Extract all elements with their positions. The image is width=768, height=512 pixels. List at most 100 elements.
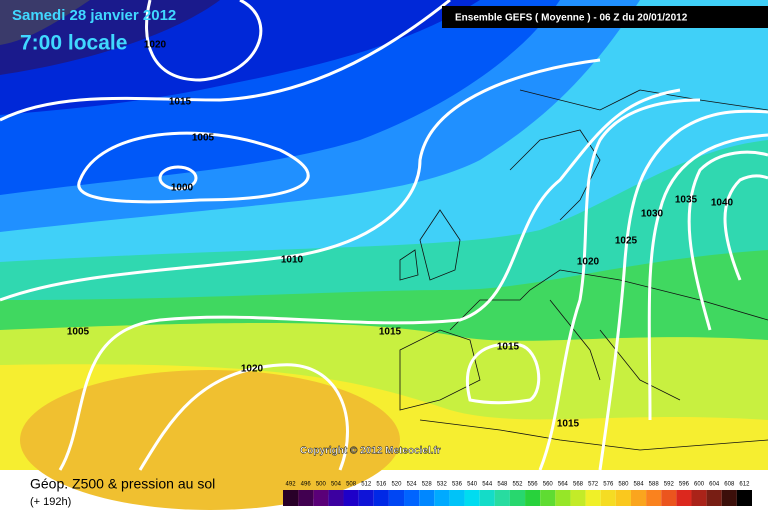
legend-label: 524 — [407, 482, 418, 488]
legend-swatch — [404, 490, 420, 506]
isobar — [465, 342, 541, 405]
legend-swatch — [479, 490, 495, 506]
isobar-label: 1010 — [281, 255, 304, 266]
isobar-label: 1020 — [241, 364, 264, 375]
legend-label: 492 — [286, 482, 297, 488]
legend-label: 500 — [316, 482, 327, 488]
isobar-label: 1015 — [557, 419, 580, 430]
legend-label: 564 — [558, 482, 569, 488]
time: 7:00 locale — [20, 32, 127, 55]
isobar-label: 1015 — [379, 327, 402, 338]
legend-swatch — [630, 490, 647, 506]
isobar — [0, 0, 451, 122]
legend-swatch — [691, 490, 707, 506]
isobar — [687, 150, 768, 331]
legend-label: 560 — [543, 482, 554, 488]
legend-label: 568 — [573, 482, 584, 488]
legend-label: 536 — [452, 482, 463, 488]
legend-label: 504 — [331, 482, 342, 488]
legend-label: 544 — [482, 482, 493, 488]
legend-swatch — [298, 490, 314, 506]
legend-swatch — [555, 490, 571, 506]
legend-label: 508 — [346, 482, 357, 488]
legend-swatch — [373, 490, 389, 506]
isobar-label: 1035 — [675, 195, 698, 206]
legend-swatch — [343, 490, 359, 506]
legend-label: 580 — [618, 482, 629, 488]
model-info: Ensemble GEFS ( Moyenne ) - 06 Z du 20/0… — [455, 13, 688, 24]
header-box — [442, 6, 768, 28]
legend-label: 588 — [649, 482, 660, 488]
legend-swatch — [283, 490, 299, 506]
legend-label: 608 — [724, 482, 735, 488]
isobar — [0, 58, 601, 302]
isobars — [0, 0, 768, 471]
legend-swatch — [585, 490, 601, 506]
legend-label: 596 — [679, 482, 690, 488]
isobar-label: 1000 — [171, 183, 194, 194]
legend-label: 572 — [588, 482, 599, 488]
isobar-label: 1015 — [497, 342, 520, 353]
isobar-label: 1005 — [67, 327, 90, 338]
isobar-label: 1015 — [169, 97, 192, 108]
isobar-labels: 1020 1015 1005 1000 1010 1005 1020 1015 1015 1015… — [67, 40, 734, 430]
legend-label: 528 — [422, 482, 433, 488]
date: Samedi 28 janvier 2012 — [12, 7, 176, 24]
legend-label: 584 — [634, 482, 645, 488]
legend-swatch — [419, 490, 435, 506]
isobar — [538, 98, 701, 471]
field-orange — [20, 370, 400, 510]
legend-swatch — [449, 490, 465, 506]
isobar — [723, 174, 768, 281]
legend-swatch — [721, 490, 737, 506]
legend-swatch — [494, 490, 510, 506]
isobar-label: 1025 — [615, 236, 638, 247]
legend-label: 552 — [512, 482, 523, 488]
legend-label: 540 — [467, 482, 478, 488]
legend-label: 532 — [437, 482, 448, 488]
legend-label: 612 — [739, 482, 750, 488]
isobar — [598, 109, 768, 471]
legend-swatch — [388, 490, 405, 506]
legend-swatch — [570, 490, 586, 506]
legend-swatch — [615, 490, 631, 506]
isobar-label: 1040 — [711, 198, 734, 209]
footer-lead: (+ 192h) — [30, 496, 71, 508]
legend-label: 576 — [603, 482, 614, 488]
legend-swatch — [358, 490, 374, 506]
legend-swatch — [676, 490, 692, 506]
legend-label: 496 — [301, 482, 312, 488]
legend-swatch — [646, 490, 662, 506]
isobar-label: 1030 — [641, 209, 664, 220]
legend-swatch — [540, 490, 556, 506]
isobar — [647, 133, 768, 421]
legend-swatch — [509, 490, 526, 506]
legend-label: 520 — [391, 482, 402, 488]
isobar-label: 1005 — [192, 133, 215, 144]
legend-label: 516 — [376, 482, 387, 488]
isobar — [58, 88, 681, 471]
copyright: Copyright © 2012 Meteociel.fr — [300, 446, 441, 457]
legend-swatch — [464, 490, 480, 506]
isobar-label: 1020 — [144, 40, 167, 51]
isobar-label: 1020 — [577, 257, 600, 268]
field-dark — [0, 0, 90, 45]
legend-swatch — [600, 490, 616, 506]
legend-label: 600 — [694, 482, 705, 488]
legend-swatch — [313, 490, 329, 506]
isobar — [138, 363, 349, 471]
legend-swatch — [706, 490, 722, 506]
legend-label: 548 — [497, 482, 508, 488]
legend-swatch — [328, 490, 344, 506]
legend-swatch — [434, 490, 450, 506]
legend-label: 512 — [361, 482, 372, 488]
legend-swatch — [736, 490, 752, 506]
legend-swatch — [661, 490, 677, 506]
isobar — [158, 165, 198, 191]
isobar — [77, 131, 310, 204]
legend-swatch — [525, 490, 541, 506]
legend: 492 496 500 504 508 512 516 520 524 528 532 536 540 5… — [283, 482, 752, 506]
legend-label: 604 — [709, 482, 720, 488]
